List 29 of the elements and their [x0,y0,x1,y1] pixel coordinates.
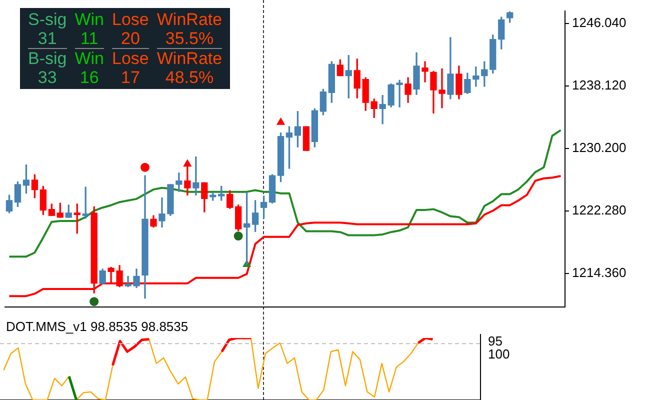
chart-title: DOT.MMS_v1 98.8535 98.8535 [6,319,188,334]
annotation: 35.5% [164,29,215,48]
y-tick-label: 1238.120 [572,77,626,92]
annotation: WinRate [156,10,222,29]
annotation: 17 [120,68,141,87]
annotation: WinRate [156,48,222,68]
annotation: Lose [112,48,149,68]
y-tick-label: 1222.280 [572,202,626,218]
annotation: 33 [36,68,58,87]
text: 100 [488,346,510,362]
point [90,297,99,306]
candlestick [422,61,428,82]
annotation: 31 [36,29,58,48]
point [234,232,243,241]
y-tick-label: 1246.040 [572,14,626,30]
point [276,118,285,125]
y-tick-label: 1214.360 [572,265,626,280]
annotation: B-sig [28,48,67,68]
y-tick-label: 1230.200 [572,140,626,155]
annotation: 20 [120,29,141,48]
annotation: 48.5% [164,68,215,87]
annotation: 16 [78,68,100,87]
annotation: Win [74,48,104,68]
annotation: Win [74,10,104,29]
annotation: S-sig [28,10,67,29]
annotation: 11 [80,29,100,48]
annotation: Lose [112,10,149,29]
text: 95 [488,334,502,349]
point [140,162,150,172]
